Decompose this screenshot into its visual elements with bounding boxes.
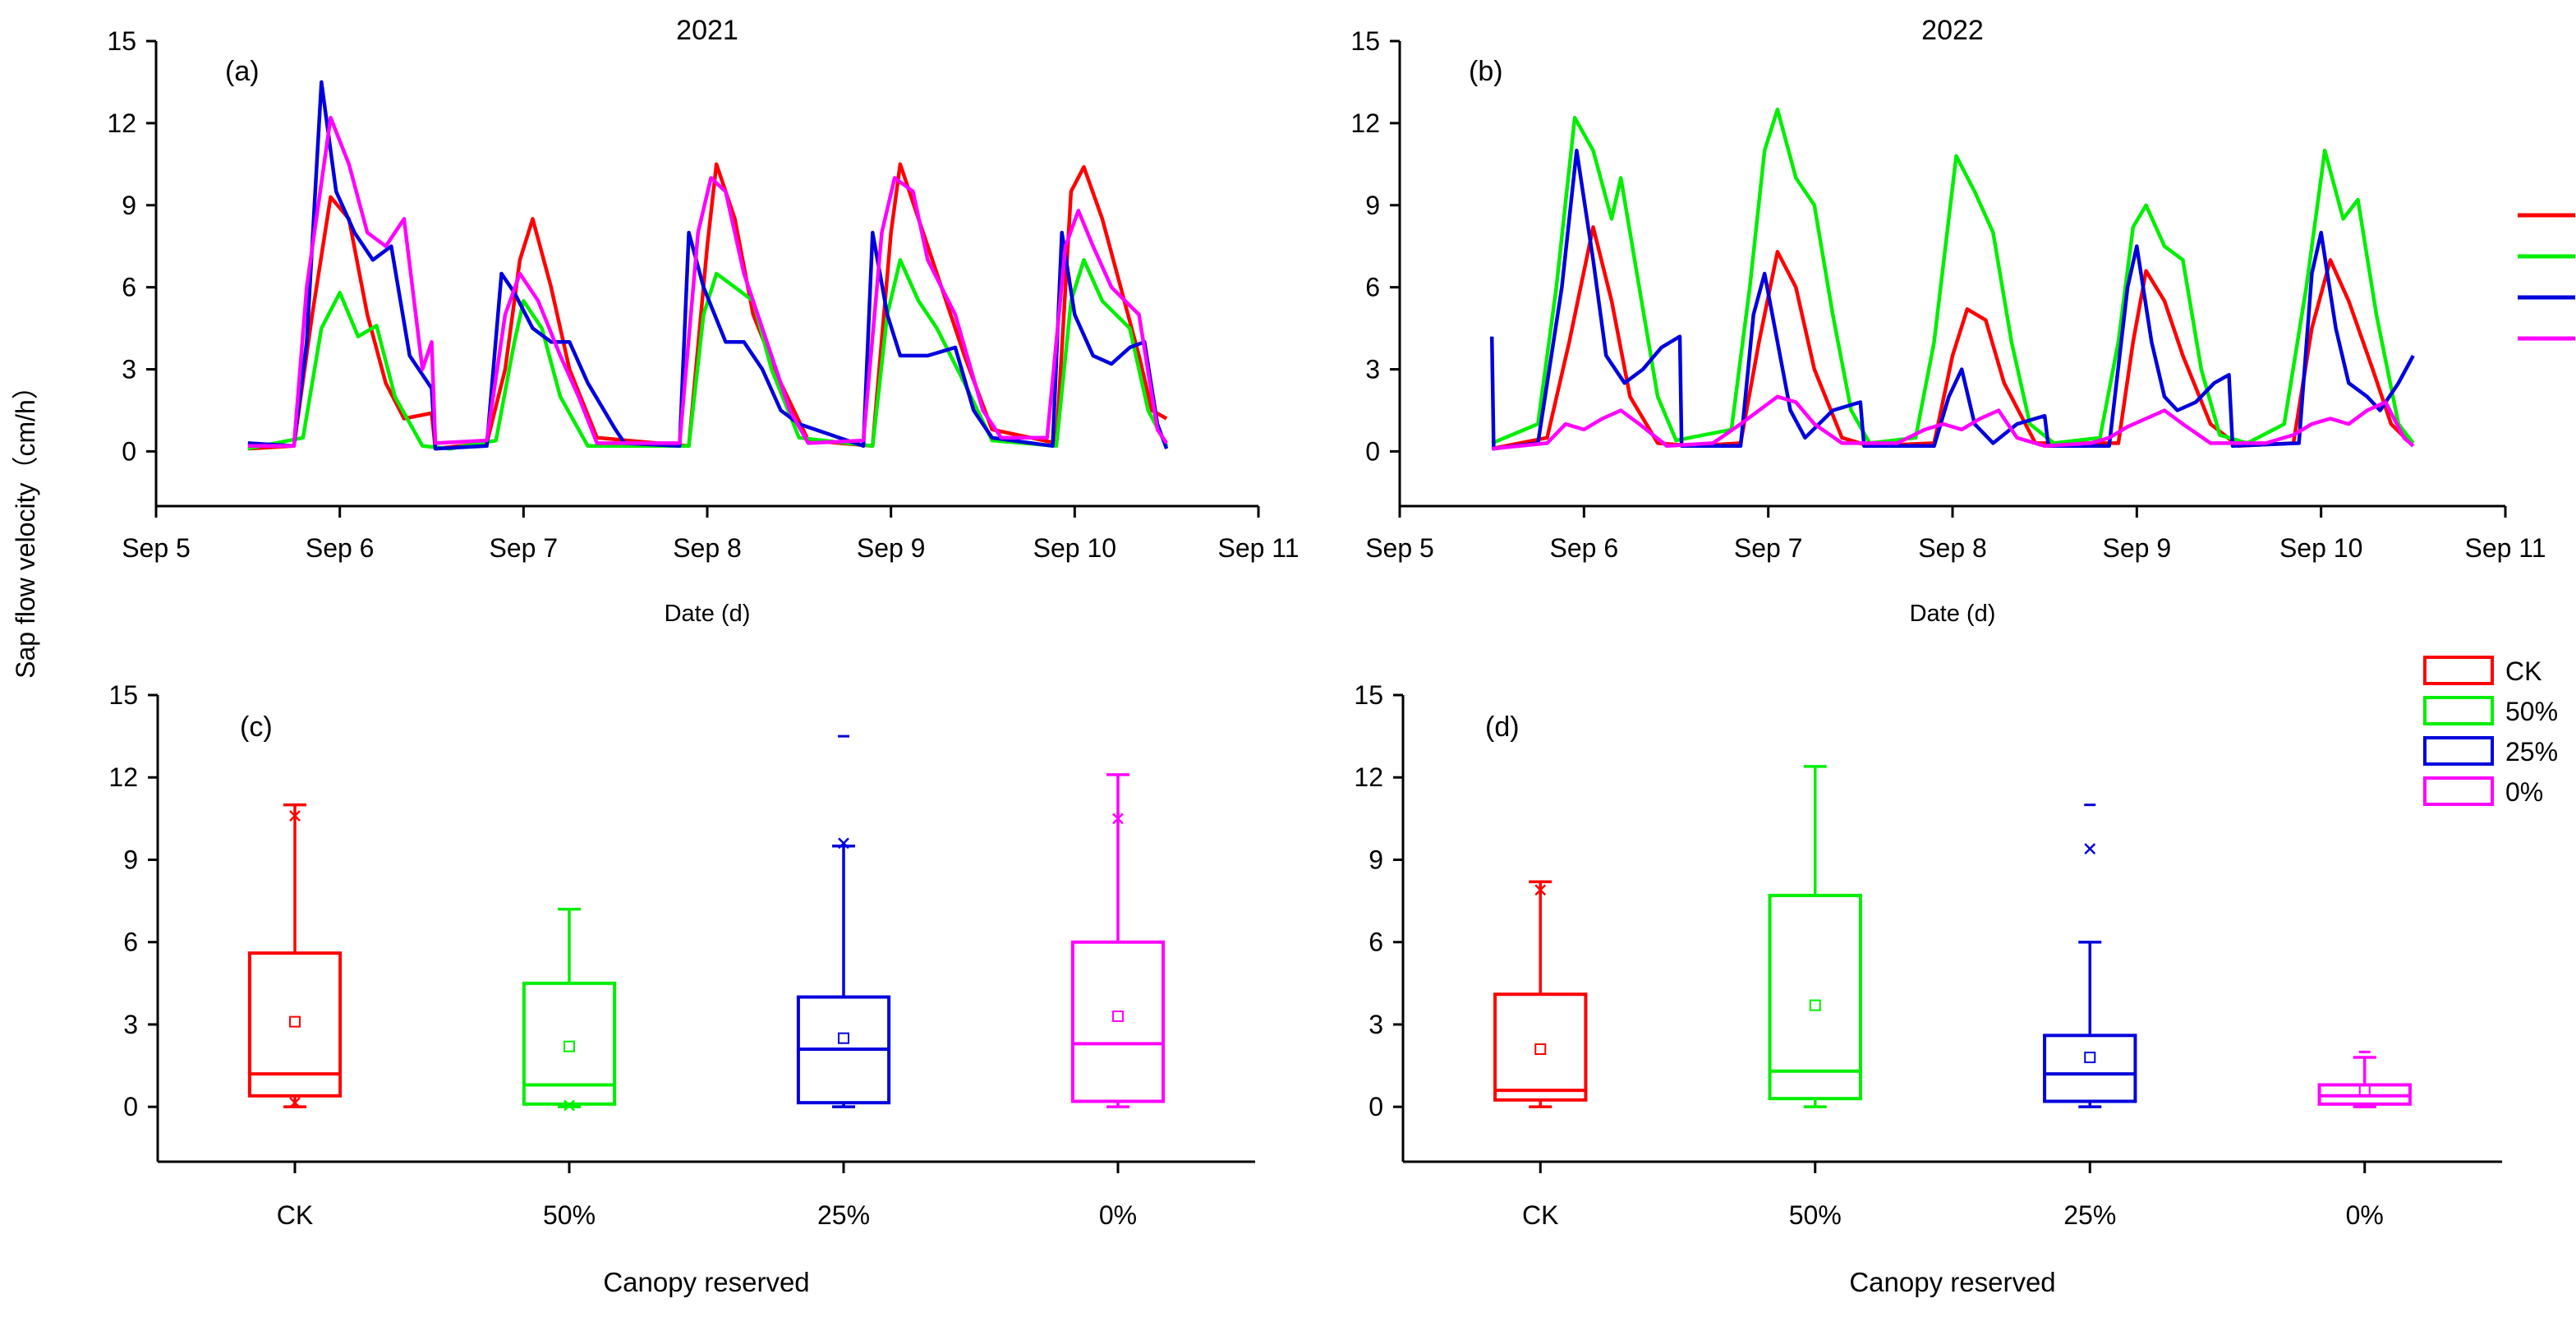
panel-d-2022-boxplot: 0 3 6 9 12 15 CK 50% 25% 0% Canopy reserved (d) CK 50… <box>1354 656 2558 1297</box>
panel-d-y-tick-label: 6 <box>1368 928 1383 957</box>
panel-a-x-tick-label: Sep 9 <box>857 533 926 563</box>
panel-c-x-tick-label: 25% <box>817 1200 870 1230</box>
panel-d-y-tick-label: 0 <box>1368 1092 1383 1121</box>
panel-d-x-tick-label: 25% <box>2063 1200 2116 1230</box>
panel-d-legend-label: 0% <box>2505 777 2543 807</box>
panel-d-y-tick-label: 12 <box>1354 762 1383 792</box>
panel-a-x-tick-label: Sep 8 <box>673 533 742 563</box>
panel-c-y-tick-label: 6 <box>123 928 138 957</box>
panel-d-legend-swatch <box>2423 736 2494 766</box>
panel-d-box-0-mean-marker <box>2358 1084 2371 1097</box>
panel-a-title: 2021 <box>676 15 738 46</box>
panel-b-y-tick-label: 6 <box>1365 273 1380 302</box>
panel-b-series-25-line <box>1489 148 2415 451</box>
panel-d-box-ck-mean-marker <box>1534 1043 1547 1056</box>
panel-d-box-50-mean-marker <box>1809 999 1821 1011</box>
figure-y-axis-label: Sap flow velocity（cm/h） <box>11 373 40 679</box>
panel-c-2021-boxplot: 0 3 6 9 12 15 CK 50% 25% 0% Canopy reserved (c) <box>108 680 1255 1297</box>
panel-c-y-tick-label: 3 <box>123 1010 138 1039</box>
panel-c-label: (c) <box>240 711 273 743</box>
panel-d-legend-label: CK <box>2505 656 2542 686</box>
panel-c-y-tick-label: 9 <box>123 845 138 874</box>
panel-a-series-ck-line <box>247 162 1168 451</box>
panel-b-x-tick-label: Sep 7 <box>1734 533 1803 563</box>
panel-d-box-25-iqr <box>2043 1034 2137 1103</box>
panel-a-y-tick-label: 0 <box>122 436 136 466</box>
panel-a-x-tick-label: Sep 5 <box>122 533 191 563</box>
panel-b-title: 2022 <box>1921 15 1984 46</box>
panel-a-y-tick-label: 9 <box>122 191 136 220</box>
panel-a-x-tick-label: Sep 6 <box>306 533 375 563</box>
panel-c-box-ck-mean-marker <box>289 1015 301 1028</box>
panel-b-y-tick-label: 0 <box>1365 436 1380 466</box>
panel-c-box-50-mean-marker <box>564 1040 575 1052</box>
panel-d-x-axis-label: Canopy reserved <box>1849 1267 2055 1297</box>
panel-d-legend-label: 50% <box>2505 697 2558 726</box>
panel-a-series-50-line <box>247 258 1169 451</box>
panel-b-x-tick-label: Sep 6 <box>1550 533 1619 563</box>
panel-c-x-tick-label: 0% <box>1099 1200 1137 1230</box>
panel-b-2022-time-series: 0 3 6 9 12 15 Sep 5 Sep 6 Sep 7 Sep 8 Sep 9 Sep 10 S… <box>1350 15 2575 627</box>
panel-c-box-25-outlier <box>838 837 849 850</box>
panel-a-x-tick-label: Sep 10 <box>1033 533 1116 563</box>
panel-b-x-tick-label: Sep 5 <box>1365 533 1434 563</box>
panel-c-box-ck-outlier <box>289 810 301 822</box>
panel-b-x-tick-label: Sep 10 <box>2279 533 2362 563</box>
panel-a-series-0-line <box>247 115 1169 449</box>
panel-b-label: (b) <box>1469 56 1503 87</box>
panel-c-box-0-outlier <box>1112 813 1124 825</box>
panel-c-x-tick-label: 50% <box>543 1200 596 1230</box>
panel-d-legend-swatch <box>2423 696 2494 725</box>
panel-c-box-25-mean-marker <box>838 1032 849 1044</box>
panel-a-x-tick-label: Sep 7 <box>490 533 559 563</box>
panel-b-x-tick-label: Sep 8 <box>1918 533 1987 563</box>
panel-c-box-ck-outlier <box>289 1097 301 1109</box>
panel-c-x-tick-label: CK <box>277 1200 313 1230</box>
panel-d-y-tick-label: 3 <box>1368 1010 1383 1039</box>
panel-d-box-ck-outlier <box>1534 884 1547 896</box>
panel-b-y-tick-label: 15 <box>1350 26 1380 56</box>
panel-b-y-tick-label: 9 <box>1365 191 1380 220</box>
panel-d-x-tick-label: 0% <box>2346 1200 2384 1230</box>
panel-b-x-axis-label: Date (d) <box>1910 601 1996 627</box>
panel-a-x-axis-label: Date (d) <box>665 601 751 627</box>
panel-b-x-tick-label: Sep 9 <box>2103 533 2172 563</box>
panel-b-series-0-line <box>1491 394 2415 451</box>
panel-d-x-tick-label: CK <box>1522 1200 1558 1230</box>
panel-c-x-axis-label: Canopy reserved <box>603 1267 809 1297</box>
panel-c-box-50-outlier <box>564 1099 575 1112</box>
panel-b-y-tick-label: 3 <box>1365 355 1380 385</box>
panel-a-y-tick-label: 12 <box>107 108 136 138</box>
panel-d-box-25-outlier <box>2084 843 2096 854</box>
panel-b-series-ck-line <box>1491 225 2415 451</box>
panel-b-x-tick-label: Sep 11 <box>2464 533 2546 563</box>
panel-c-box-0-mean-marker <box>1112 1010 1124 1022</box>
panel-a-x-tick-label: Sep 11 <box>1217 533 1299 563</box>
panel-d-legend-swatch <box>2423 776 2494 806</box>
panel-c-box-ck-iqr <box>247 951 343 1098</box>
panel-c-y-tick-label: 0 <box>123 1092 138 1121</box>
panel-d-box-50-iqr <box>1768 893 1862 1101</box>
panel-a-y-tick-label: 6 <box>122 273 136 302</box>
panel-d-x-tick-label: 50% <box>1789 1200 1842 1230</box>
panel-a-y-tick-label: 15 <box>107 26 136 56</box>
panel-d-label: (d) <box>1485 711 1520 743</box>
panel-a-2021-time-series: 0 3 6 9 12 15 Sep 5 Sep 6 Sep 7 Sep 8 Sep 9 Sep 10 S… <box>107 15 1299 627</box>
panel-a-y-tick-label: 3 <box>122 355 136 385</box>
panel-d-y-tick-label: 15 <box>1354 680 1383 710</box>
panel-c-y-tick-label: 15 <box>108 680 138 710</box>
panel-d-legend-label: 25% <box>2505 737 2558 767</box>
panel-d-box-ck-iqr <box>1493 992 1588 1102</box>
panel-d-legend-swatch <box>2423 656 2494 685</box>
panel-d-y-tick-label: 9 <box>1368 845 1383 874</box>
panel-a-label: (a) <box>225 56 260 87</box>
panel-d-box-25-mean-marker <box>2084 1052 2096 1064</box>
panel-b-y-tick-label: 12 <box>1350 108 1380 138</box>
panel-c-y-tick-label: 12 <box>108 762 138 792</box>
panel-b-series-50-line <box>1491 107 2415 445</box>
